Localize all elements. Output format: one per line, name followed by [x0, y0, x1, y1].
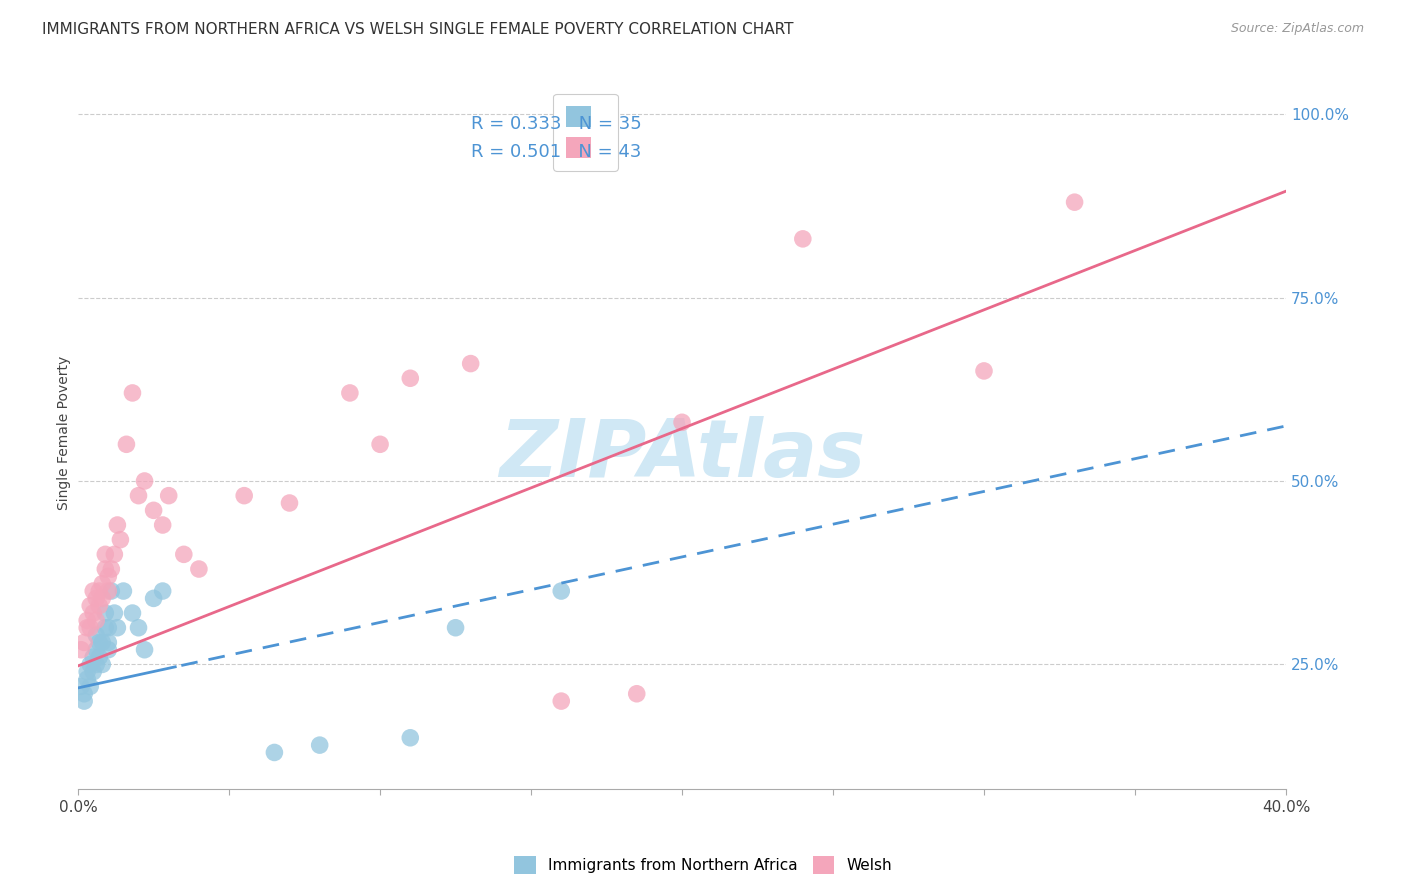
Point — [76, 672, 98, 686]
Point — [79, 621, 101, 635]
Point — [84, 657, 107, 672]
Point — [76, 621, 98, 635]
Point — [308, 738, 330, 752]
Point — [134, 474, 156, 488]
Point — [134, 642, 156, 657]
Y-axis label: Single Female Poverty: Single Female Poverty — [58, 356, 72, 510]
Point — [157, 489, 180, 503]
Point — [84, 642, 107, 657]
Point — [142, 591, 165, 606]
Point — [121, 386, 143, 401]
Legend: Immigrants from Northern Africa, Welsh: Immigrants from Northern Africa, Welsh — [508, 850, 898, 880]
Point — [792, 232, 814, 246]
Point — [89, 584, 111, 599]
Point — [94, 606, 117, 620]
Text: IMMIGRANTS FROM NORTHERN AFRICA VS WELSH SINGLE FEMALE POVERTY CORRELATION CHART: IMMIGRANTS FROM NORTHERN AFRICA VS WELSH… — [42, 22, 793, 37]
Point — [263, 746, 285, 760]
Point — [84, 628, 107, 642]
Point — [70, 642, 93, 657]
Point — [444, 621, 467, 635]
Point — [73, 635, 96, 649]
Point — [110, 533, 132, 547]
Point — [103, 606, 125, 620]
Point — [79, 657, 101, 672]
Point — [89, 599, 111, 613]
Point — [76, 614, 98, 628]
Point — [73, 687, 96, 701]
Point — [100, 584, 122, 599]
Point — [128, 621, 150, 635]
Point — [973, 364, 995, 378]
Point — [84, 591, 107, 606]
Point — [91, 591, 114, 606]
Point — [100, 562, 122, 576]
Text: Source: ZipAtlas.com: Source: ZipAtlas.com — [1230, 22, 1364, 36]
Point — [339, 386, 361, 401]
Point — [103, 547, 125, 561]
Point — [89, 650, 111, 665]
Point — [173, 547, 195, 561]
Point — [70, 680, 93, 694]
Point — [112, 584, 135, 599]
Point — [115, 437, 138, 451]
Point — [79, 599, 101, 613]
Point — [79, 680, 101, 694]
Point — [550, 584, 572, 599]
Point — [368, 437, 391, 451]
Point — [97, 584, 120, 599]
Point — [76, 665, 98, 679]
Point — [278, 496, 301, 510]
Point — [94, 562, 117, 576]
Text: R = 0.333   N = 35: R = 0.333 N = 35 — [471, 115, 641, 133]
Point — [142, 503, 165, 517]
Point — [152, 584, 174, 599]
Point — [128, 489, 150, 503]
Point — [91, 635, 114, 649]
Point — [152, 518, 174, 533]
Point — [97, 569, 120, 583]
Point — [399, 371, 422, 385]
Point — [82, 584, 104, 599]
Point — [84, 614, 107, 628]
Point — [89, 635, 111, 649]
Point — [91, 576, 114, 591]
Point — [82, 606, 104, 620]
Point — [233, 489, 256, 503]
Text: R = 0.501   N = 43: R = 0.501 N = 43 — [471, 144, 641, 161]
Point — [97, 621, 120, 635]
Point — [399, 731, 422, 745]
Point — [94, 547, 117, 561]
Point — [550, 694, 572, 708]
Point — [671, 415, 693, 429]
Point — [82, 665, 104, 679]
Point — [121, 606, 143, 620]
Legend: , : , — [553, 94, 617, 170]
Point — [460, 357, 482, 371]
Point — [105, 518, 128, 533]
Text: ZIPAtlas: ZIPAtlas — [499, 416, 865, 493]
Point — [187, 562, 209, 576]
Point — [97, 642, 120, 657]
Point — [94, 621, 117, 635]
Point — [105, 621, 128, 635]
Point — [82, 650, 104, 665]
Point — [626, 687, 648, 701]
Point — [97, 635, 120, 649]
Point — [91, 657, 114, 672]
Point — [73, 694, 96, 708]
Point — [1063, 195, 1085, 210]
